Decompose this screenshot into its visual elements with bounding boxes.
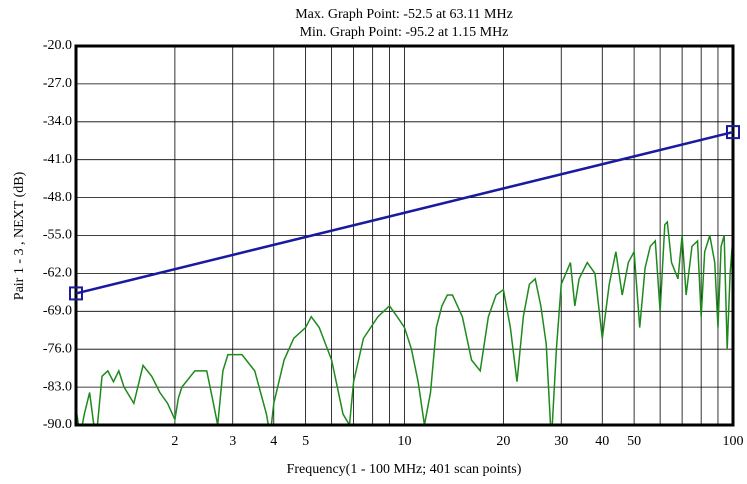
x-axis-label: Frequency(1 - 100 MHz; 401 scan points) [287, 462, 522, 477]
x-tick-label: 3 [229, 434, 236, 449]
plot-frame [74, 44, 735, 427]
point-marker [69, 286, 83, 301]
y-tick-label: -90.0 [43, 417, 72, 432]
x-tick-label: 30 [554, 434, 568, 449]
x-tick-label: 100 [723, 434, 744, 449]
y-tick-label: -27.0 [43, 76, 72, 91]
y-tick-label: -83.0 [43, 379, 72, 394]
y-tick-label: -34.0 [43, 114, 72, 129]
y-tick-label: -48.0 [43, 190, 72, 205]
x-tick-label: 5 [302, 434, 309, 449]
y-tick-label: -62.0 [43, 266, 72, 281]
series-line [76, 220, 733, 425]
chart-title: Max. Graph Point: -52.5 at 63.11 MHz [295, 7, 513, 22]
x-tick-label: 10 [398, 434, 412, 449]
y-axis-label: Pair 1 - 3 , NEXT (dB) [12, 171, 27, 300]
point-marker [726, 125, 740, 140]
y-tick-label: -55.0 [43, 228, 72, 243]
y-tick-label: -76.0 [43, 341, 72, 356]
y-tick-label: -69.0 [43, 304, 72, 319]
plot-area [76, 220, 733, 425]
x-tick-label: 50 [627, 434, 641, 449]
y-tick-label: -20.0 [43, 38, 72, 53]
x-tick-label: 2 [171, 434, 178, 449]
x-tick-label: 4 [270, 434, 277, 449]
series-line [75, 130, 734, 295]
x-tick-label: 40 [595, 434, 609, 449]
x-tick-label: 20 [496, 434, 510, 449]
y-tick-label: -41.0 [43, 152, 72, 167]
chart-subtitle: Min. Graph Point: -95.2 at 1.15 MHz [300, 25, 509, 40]
